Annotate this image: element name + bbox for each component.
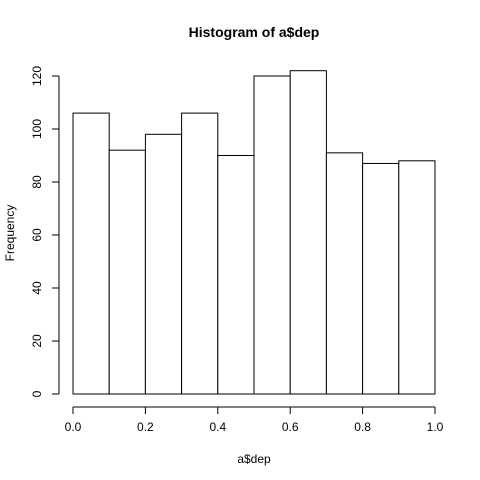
histogram-bar: [144, 133, 183, 395]
histogram-bar: [253, 75, 291, 395]
x-axis: 0.0 0.2 0.4 0.6 0.8 1.0: [65, 406, 444, 434]
histogram-bar: [362, 162, 400, 395]
y-tick-label: 100: [30, 119, 44, 139]
y-tick-label: 80: [30, 175, 44, 189]
histogram-bar: [72, 112, 110, 395]
histogram-bar: [181, 112, 219, 395]
x-tick-label: 0.6: [282, 420, 299, 434]
x-tick-label: 1.0: [427, 420, 444, 434]
x-tick-label: 0.0: [65, 420, 82, 434]
chart-title: Histogram of a$dep: [189, 24, 320, 40]
x-tick-label: 0.4: [209, 420, 226, 434]
bars-group: [72, 70, 436, 395]
x-tick-label: 0.2: [137, 420, 154, 434]
y-tick-label: 120: [30, 66, 44, 86]
histogram-bar: [217, 155, 255, 395]
x-axis-label: a$dep: [237, 452, 271, 466]
y-axis: 0 20 40 60 80 100 120: [30, 66, 60, 397]
histogram-bar: [398, 160, 436, 395]
y-tick-label: 20: [30, 334, 44, 348]
y-tick-label: 0: [30, 390, 44, 397]
histogram-bar: [108, 149, 146, 395]
histogram-bar: [325, 152, 364, 395]
histogram-bar: [289, 70, 327, 395]
y-tick-label: 40: [30, 281, 44, 295]
y-axis-label: Frequency: [3, 205, 17, 262]
y-tick-label: 60: [30, 228, 44, 242]
x-tick-label: 0.8: [354, 420, 371, 434]
